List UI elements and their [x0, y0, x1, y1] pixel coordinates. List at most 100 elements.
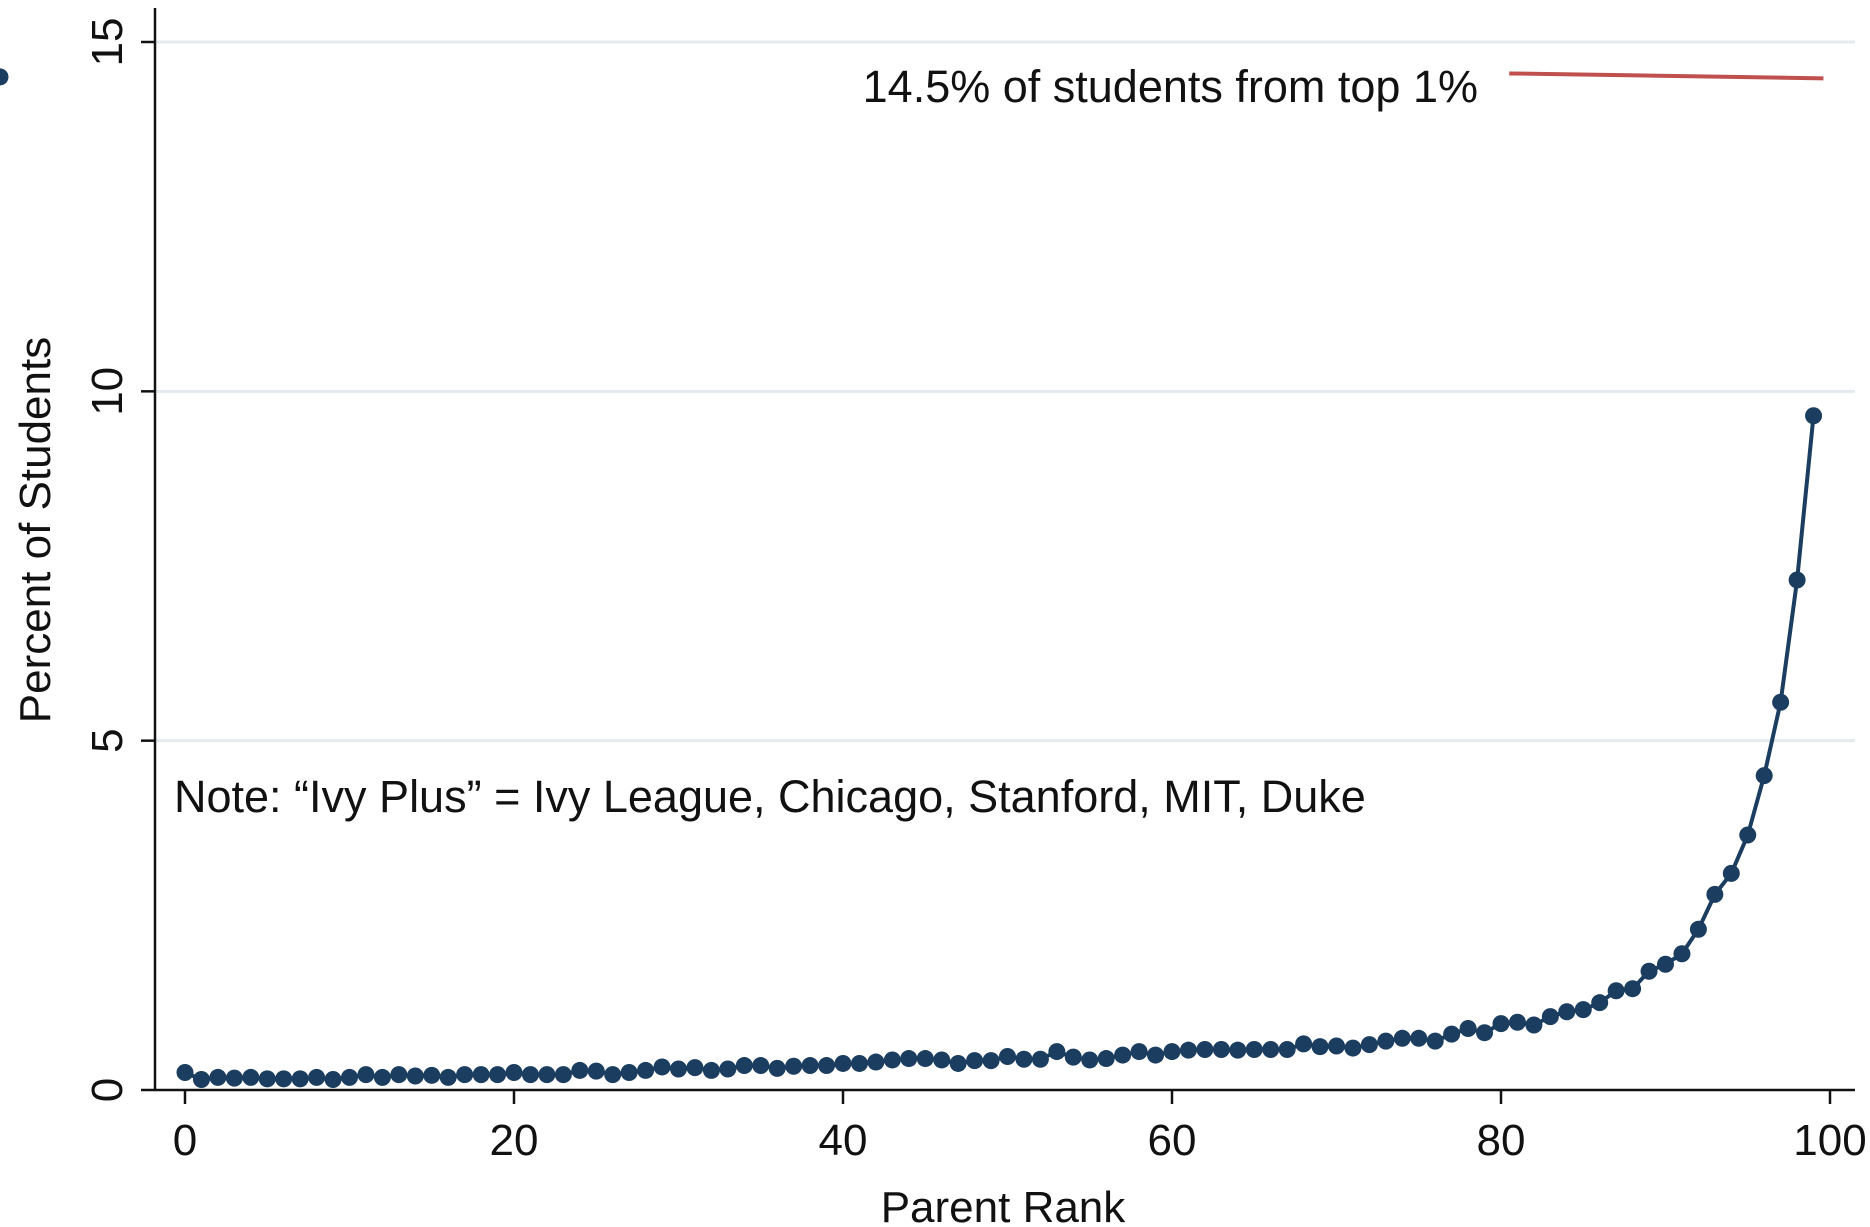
data-point-74 — [1393, 1029, 1411, 1047]
annotation-top-1-percent: 14.5% of students from top 1% — [863, 61, 1478, 112]
data-point-5 — [258, 1070, 276, 1088]
data-point-47 — [949, 1054, 967, 1072]
data-point-6 — [275, 1070, 293, 1088]
data-point-4 — [242, 1068, 260, 1086]
data-point-32 — [702, 1061, 720, 1079]
data-point-14 — [406, 1067, 424, 1085]
data-point-93 — [1706, 885, 1724, 903]
data-point-92 — [1689, 920, 1707, 938]
data-point-59 — [1147, 1046, 1165, 1064]
y-axis-title: Percent of Students — [11, 337, 60, 723]
data-point-11 — [357, 1066, 375, 1084]
data-point-84 — [1558, 1003, 1576, 1021]
data-point-87 — [1607, 982, 1625, 1000]
data-point-41 — [850, 1054, 868, 1072]
y-tick-label-5: 5 — [83, 728, 132, 752]
data-point-0 — [176, 1064, 194, 1082]
data-point-82 — [1525, 1016, 1543, 1034]
x-tick-label-100: 100 — [1793, 1116, 1866, 1165]
data-point-64 — [1229, 1041, 1247, 1059]
data-point-10 — [341, 1068, 358, 1086]
data-point-85 — [1574, 1001, 1592, 1019]
data-point-94 — [1722, 864, 1740, 882]
data-point-43 — [883, 1051, 901, 1069]
data-point-48 — [966, 1052, 984, 1070]
data-point-80 — [1492, 1015, 1510, 1033]
data-point-60 — [1163, 1043, 1181, 1061]
data-point-89 — [1640, 962, 1658, 980]
data-point-49 — [982, 1052, 1000, 1070]
data-point-8 — [308, 1068, 326, 1086]
data-point-69 — [1311, 1038, 1329, 1056]
y-tick-label-10: 10 — [83, 367, 132, 416]
data-point-71 — [1344, 1039, 1362, 1057]
data-point-62 — [1196, 1040, 1214, 1058]
data-point-79 — [1476, 1024, 1494, 1042]
data-point-28 — [637, 1061, 655, 1079]
data-point-3 — [225, 1069, 243, 1087]
data-point-23 — [554, 1066, 572, 1084]
data-point-undefined — [0, 68, 9, 86]
data-point-25 — [587, 1062, 605, 1080]
data-point-53 — [1048, 1043, 1066, 1061]
data-point-96 — [1755, 767, 1773, 785]
data-point-22 — [538, 1066, 556, 1084]
data-point-63 — [1212, 1040, 1230, 1058]
annotation-note: Note: “Ivy Plus” = Ivy League, Chicago, … — [174, 771, 1366, 822]
x-tick-label-60: 60 — [1148, 1116, 1197, 1165]
data-point-78 — [1459, 1020, 1477, 1038]
data-point-18 — [472, 1066, 490, 1084]
series-group — [0, 68, 1823, 1089]
axes — [153, 8, 1855, 1092]
data-point-68 — [1295, 1035, 1313, 1053]
data-point-35 — [752, 1057, 770, 1075]
data-point-33 — [719, 1060, 737, 1078]
x-ticks: 0 20 40 60 80 100 — [173, 1090, 1867, 1165]
data-point-27 — [620, 1064, 638, 1082]
data-point-15 — [423, 1066, 441, 1084]
data-point-75 — [1410, 1029, 1428, 1047]
data-point-90 — [1657, 955, 1674, 973]
data-point-12 — [373, 1068, 391, 1086]
grid-lines — [155, 40, 1855, 743]
data-point-72 — [1360, 1036, 1378, 1054]
data-point-70 — [1328, 1037, 1345, 1055]
data-point-13 — [390, 1066, 408, 1084]
data-point-24 — [571, 1061, 589, 1079]
data-point-51 — [1015, 1050, 1033, 1068]
data-point-99 — [1805, 407, 1823, 425]
data-point-50 — [999, 1047, 1016, 1065]
y-ticks: 0 5 10 15 — [83, 18, 155, 1102]
annotation-line — [1509, 71, 1824, 81]
x-tick-label-80: 80 — [1477, 1116, 1526, 1165]
data-point-21 — [521, 1066, 539, 1084]
data-point-67 — [1278, 1040, 1296, 1058]
x-tick-label-40: 40 — [819, 1116, 868, 1165]
data-point-95 — [1739, 826, 1757, 844]
data-point-17 — [456, 1066, 474, 1084]
data-point-86 — [1591, 994, 1609, 1012]
data-point-56 — [1097, 1050, 1115, 1068]
data-point-30 — [670, 1060, 687, 1078]
data-point-2 — [209, 1068, 227, 1086]
data-point-83 — [1541, 1008, 1559, 1026]
data-point-46 — [933, 1051, 951, 1069]
data-point-81 — [1508, 1013, 1526, 1031]
data-point-36 — [768, 1059, 786, 1077]
data-point-88 — [1624, 980, 1642, 998]
data-point-42 — [867, 1053, 885, 1071]
data-point-76 — [1426, 1032, 1444, 1050]
data-point-66 — [1262, 1040, 1280, 1058]
y-tick-label-0: 0 — [83, 1078, 132, 1102]
data-point-9 — [324, 1071, 342, 1089]
data-point-65 — [1245, 1040, 1263, 1058]
data-point-34 — [735, 1057, 753, 1075]
data-point-97 — [1772, 693, 1790, 711]
data-point-55 — [1081, 1051, 1099, 1069]
annotations: 14.5% of students from top 1% Note: “Ivy … — [174, 61, 1824, 822]
data-point-1 — [192, 1071, 210, 1089]
data-point-52 — [1031, 1050, 1049, 1068]
data-point-77 — [1443, 1025, 1461, 1043]
data-point-44 — [900, 1050, 918, 1068]
